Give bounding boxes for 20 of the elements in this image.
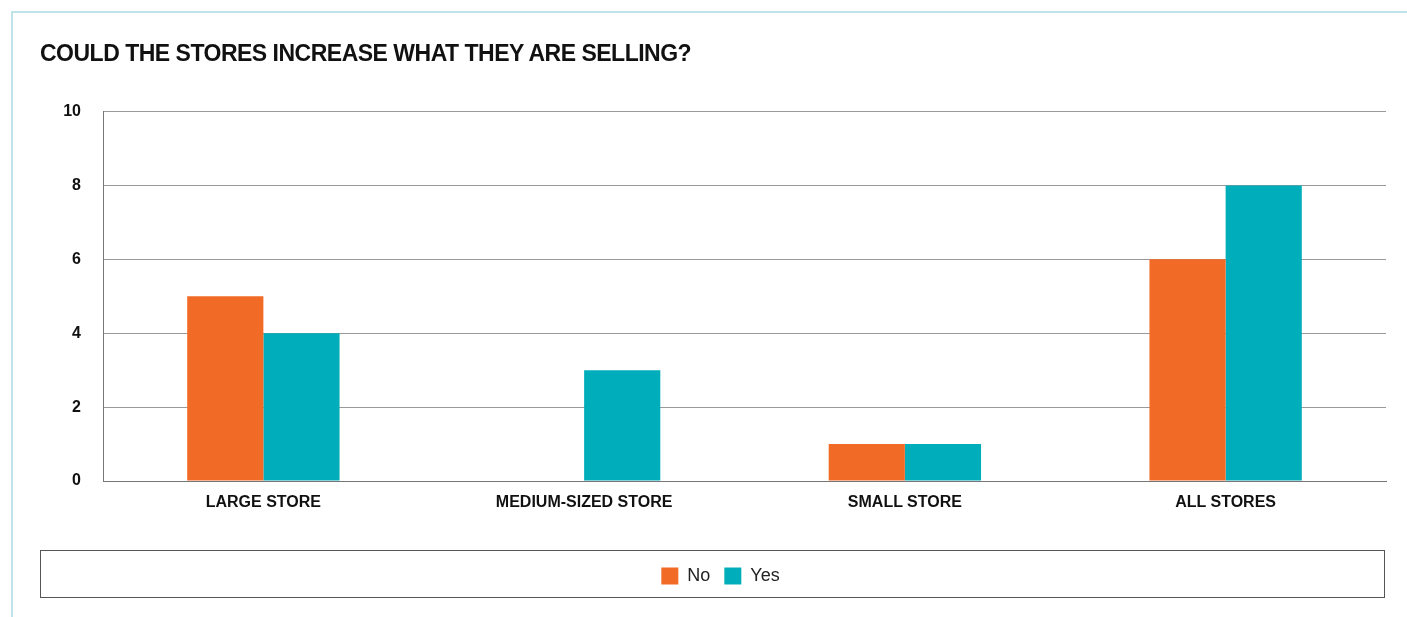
bar: [584, 370, 661, 481]
x-tick-label: MEDIUM-SIZED STORE: [495, 493, 673, 511]
legend-label: Yes: [750, 564, 780, 585]
chart-title: COULD THE STORES INCREASE WHAT THEY ARE SELLING?: [40, 40, 692, 67]
bar: [904, 444, 982, 481]
legend-label: No: [687, 564, 711, 585]
x-tick-label: ALL STORES: [1175, 493, 1277, 511]
y-tick-label: 2: [72, 397, 82, 415]
y-tick-label: 10: [63, 102, 82, 120]
y-tick-label: 8: [72, 175, 82, 193]
y-tick-label: 6: [72, 249, 82, 267]
y-tick-label: 4: [72, 323, 82, 341]
bar: [828, 444, 905, 481]
bar: [187, 296, 264, 481]
x-tick-label: SMALL STORE: [847, 493, 963, 511]
bar: [1149, 259, 1226, 481]
x-tick-label: LARGE STORE: [205, 493, 322, 511]
y-tick-label: 0: [72, 471, 82, 489]
bar: [263, 333, 340, 481]
bar: [1225, 185, 1302, 481]
